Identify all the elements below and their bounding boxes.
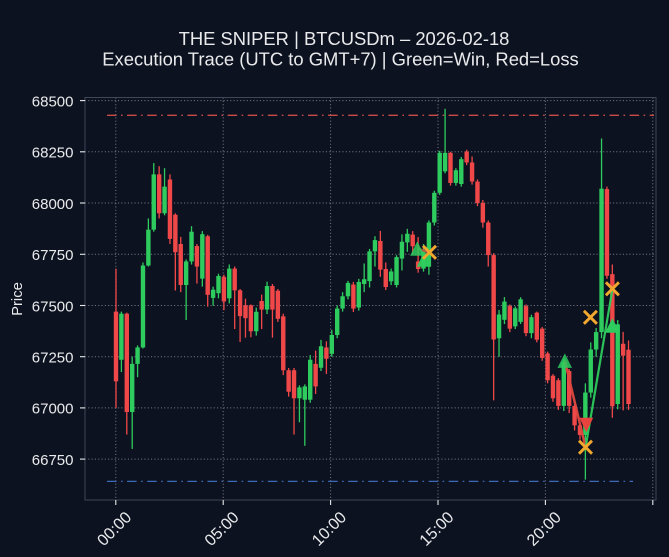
svg-text:66750: 66750 (32, 452, 74, 469)
svg-text:Execution Trace (UTC to GMT+7): Execution Trace (UTC to GMT+7) | Green=W… (102, 48, 578, 69)
svg-text:Price: Price (10, 282, 26, 316)
svg-text:67750: 67750 (32, 247, 74, 264)
svg-text:THE SNIPER | BTCUSDm – 2026-02: THE SNIPER | BTCUSDm – 2026-02-18 (179, 28, 510, 49)
svg-text:67250: 67250 (32, 350, 74, 367)
svg-text:67000: 67000 (32, 401, 74, 418)
svg-text:67500: 67500 (32, 298, 74, 315)
svg-text:68250: 68250 (32, 145, 74, 162)
svg-text:68000: 68000 (32, 196, 74, 213)
svg-text:68500: 68500 (32, 93, 74, 110)
